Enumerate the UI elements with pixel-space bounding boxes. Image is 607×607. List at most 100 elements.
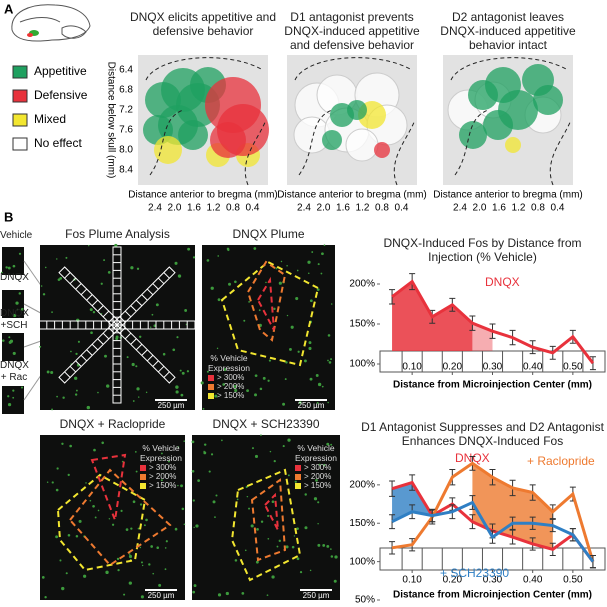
fos-cell: [73, 376, 78, 380]
fos-cell: [271, 575, 275, 579]
fos-cell: [74, 393, 78, 396]
y-tick-label: 8.4: [119, 165, 133, 176]
image-title: DNQX Plume: [232, 227, 305, 241]
legend-swatch: [295, 465, 301, 471]
arm-division: [124, 332, 132, 340]
fos-cell: [136, 387, 140, 391]
fos-cell: [138, 396, 140, 398]
fos-cell: [330, 358, 333, 361]
fos-cell: [254, 454, 259, 458]
fos-cell: [148, 563, 151, 566]
plume-outline: [250, 478, 287, 562]
legend-label: No effect: [34, 136, 82, 150]
brain-outline: [450, 57, 572, 186]
fos-cell: [16, 308, 19, 311]
fos-cell: [92, 504, 95, 508]
fos-cell: [18, 292, 21, 295]
image-title: DNQX + Raclopride: [59, 417, 166, 431]
fos-cell: [88, 244, 90, 247]
fos-cell: [267, 537, 270, 540]
x-tick-label: 2.0: [168, 203, 182, 214]
fos-cell: [97, 391, 99, 394]
scale-bar-label: 250 µm: [148, 591, 175, 600]
x-tick-label: 0.8: [375, 203, 389, 214]
fos-cell: [234, 388, 238, 393]
fos-cell: [311, 251, 314, 253]
site-blob: [178, 120, 208, 150]
fos-cell: [192, 499, 195, 502]
legend-swatch: [12, 137, 28, 151]
fos-cell: [12, 264, 16, 268]
fos-cell: [55, 535, 59, 539]
fos-cell: [282, 402, 286, 406]
fos-cell: [115, 337, 119, 341]
fos-cell: [177, 484, 179, 487]
fos-cell: [145, 391, 148, 394]
fos-cell: [273, 459, 276, 463]
fos-cell: [65, 572, 68, 575]
micrograph: [2, 290, 24, 318]
x-tick-label: 2.0: [317, 203, 331, 214]
fos-cell: [83, 574, 87, 578]
fos-cell: [280, 260, 283, 263]
fos-cell: [51, 311, 53, 313]
legend-swatch: [208, 393, 214, 399]
plume-outline: [90, 453, 127, 524]
fos-cell: [316, 401, 319, 404]
fos-cell: [20, 386, 24, 389]
fos-cell: [44, 266, 47, 269]
fos-cell: [184, 309, 188, 312]
fos-cell: [51, 408, 53, 411]
fos-cell: [217, 255, 219, 257]
fos-cell: [260, 520, 264, 523]
fos-cell: [285, 361, 288, 364]
fos-cell: [250, 524, 254, 528]
fos-cell: [117, 568, 120, 572]
fos-cell: [203, 443, 207, 446]
fos-cell: [206, 370, 209, 373]
fos-cell: [175, 385, 179, 389]
fos-cell: [271, 500, 275, 503]
fos-cell: [186, 370, 190, 373]
fos-cell: [5, 266, 8, 269]
fos-cell: [208, 470, 211, 473]
y-tick-label: 100%: [349, 556, 375, 567]
fos-cell: [120, 509, 123, 512]
arm-division: [119, 316, 126, 323]
fos-cell: [275, 267, 278, 270]
fos-cell: [241, 592, 245, 595]
fos-cell: [75, 535, 79, 538]
legend-swatch: [140, 474, 146, 480]
plume-outline: [263, 492, 279, 531]
fos-cell: [56, 395, 58, 398]
plume-outline: [256, 276, 275, 331]
fos-cell: [100, 282, 103, 285]
brain-icon: [11, 4, 91, 42]
fos-cell: [140, 561, 143, 564]
arm-division: [157, 365, 165, 373]
arm-division: [157, 277, 165, 285]
fos-cell: [141, 564, 144, 567]
y-tick-label: 200%: [349, 480, 375, 491]
fos-cell: [132, 500, 136, 504]
fos-cell: [62, 396, 65, 399]
fos-cell: [167, 460, 170, 463]
arm-division: [163, 272, 170, 279]
sample-label: DNQX: [0, 272, 29, 283]
fos-cell: [327, 401, 329, 404]
fos-cell: [12, 389, 15, 392]
fos-cell: [175, 390, 179, 394]
fos-cell: [111, 523, 115, 526]
fos-cell: [50, 371, 54, 375]
fos-cell: [55, 488, 59, 492]
fos-cell: [128, 581, 132, 585]
fos-cell: [183, 523, 186, 526]
x-tick-label: 0.4: [551, 203, 565, 214]
fos-cell: [158, 583, 162, 587]
arm-division: [141, 349, 148, 356]
fos-cell: [134, 450, 137, 453]
fos-cell: [309, 377, 313, 381]
fos-cell: [222, 383, 226, 386]
x-tick-label: 0.10: [402, 575, 422, 586]
